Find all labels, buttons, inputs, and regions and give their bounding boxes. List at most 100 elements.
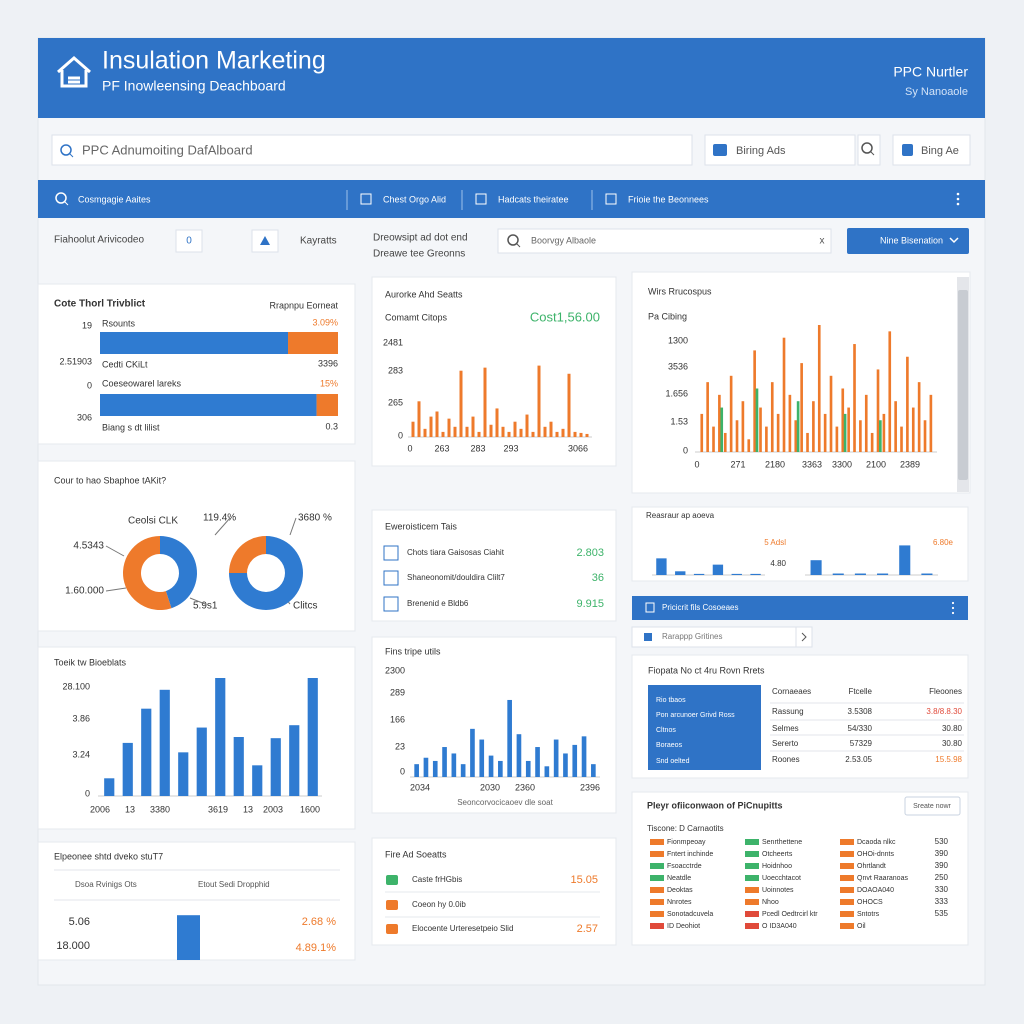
bar	[477, 431, 481, 437]
legend-label: Fntert inchinde	[667, 851, 713, 858]
legend-subtitle: Tiscone: D Carnaotits	[647, 824, 724, 833]
bar	[563, 753, 568, 777]
bar	[553, 739, 559, 777]
bar	[519, 428, 523, 437]
x-axis-label: 283	[470, 443, 485, 453]
row-label: Caste frHGbis	[412, 875, 462, 884]
side-block	[648, 685, 761, 770]
bar	[270, 738, 281, 796]
bar	[770, 382, 774, 452]
y-axis-label: 23	[395, 741, 405, 751]
legend-swatch	[650, 851, 664, 857]
bar	[879, 420, 882, 452]
bar	[414, 764, 419, 777]
bar	[513, 421, 517, 437]
tab[interactable]: Etout Sedi Dropphid	[198, 880, 270, 889]
mini-label: 5 Adsl	[764, 538, 786, 547]
x-axis-label: 2003	[263, 804, 283, 814]
menu-dots	[951, 611, 955, 615]
panel	[371, 509, 617, 622]
search-icon	[69, 153, 74, 158]
bar	[747, 439, 751, 452]
header-right-title: PPC Nurtler	[893, 64, 968, 80]
bar	[535, 747, 540, 777]
legend-swatch	[745, 875, 759, 881]
search-icon	[861, 142, 873, 154]
nav-item[interactable]: Frioie the Beonnees	[628, 194, 709, 204]
chevron	[949, 237, 959, 244]
bar	[729, 375, 733, 452]
nav-item[interactable]: Chest Orgo Alid	[383, 194, 446, 204]
y-axis-label: 1.53	[670, 416, 688, 426]
bar	[289, 725, 300, 796]
y-axis-label: 28.100	[62, 681, 90, 691]
legend-value: 330	[935, 885, 949, 894]
bar-label: 0.3	[325, 421, 338, 431]
bar	[753, 350, 756, 452]
search-button[interactable]	[857, 134, 881, 166]
legend-swatch	[650, 923, 664, 929]
legend-label: Fsoacctrde	[667, 863, 702, 870]
bar	[718, 394, 721, 452]
bar	[459, 370, 463, 437]
panel	[631, 791, 969, 946]
legend-swatch	[650, 875, 664, 881]
legend-label: Uoinnotes	[762, 887, 794, 894]
y-axis-label: 1.656	[665, 388, 688, 398]
icon	[644, 633, 652, 641]
side-item: Pon arcunoer Grivd Ross	[656, 712, 735, 719]
bar	[177, 915, 200, 960]
side-item: Rio tbaos	[656, 697, 686, 704]
row-value: 2.57	[577, 923, 598, 935]
nav-item[interactable]: Hadcats theiratee	[498, 194, 569, 204]
x-axis-label: 271	[730, 459, 745, 469]
subtitle: PF Inowleensing Deachboard	[102, 78, 286, 94]
legend-swatch	[840, 887, 854, 893]
nav-item[interactable]: Cosmgagie Aaites	[78, 194, 151, 204]
filter-search[interactable]	[497, 228, 832, 254]
panel-subtitle: Rrapnpu Eorneat	[269, 300, 338, 310]
clear-button[interactable]: x	[820, 236, 825, 247]
bar	[693, 573, 705, 575]
bing-ads-box[interactable]	[704, 134, 856, 166]
scrollbar-thumb[interactable]	[958, 290, 968, 480]
donut-label: 119.4%	[203, 513, 236, 524]
bar	[233, 737, 244, 796]
menu-dots	[951, 601, 955, 605]
y-axis-label: 2300	[385, 665, 405, 675]
table-cell: 3.5308	[848, 707, 873, 716]
table-cell: 3.8/8.8.30	[926, 707, 962, 716]
legend-label: Sntotrs	[857, 911, 880, 918]
legend-label: OHOi-dnnts	[857, 851, 894, 858]
legend-label: ID Deohiot	[667, 923, 700, 930]
button-text[interactable]: Sreate nowr	[913, 803, 951, 810]
metric-label: Shaneonomit/douldira Clilt7	[407, 573, 505, 582]
metric-icon	[383, 545, 399, 561]
bar	[806, 432, 809, 452]
button[interactable]	[904, 796, 961, 816]
search-box[interactable]	[51, 134, 693, 166]
bar	[585, 433, 589, 437]
bar-label: Cedti CKiLt	[102, 359, 148, 369]
bar	[800, 363, 803, 452]
bar	[411, 421, 415, 437]
header	[38, 38, 985, 118]
tab[interactable]: Dsoa Rvinigs Ots	[75, 880, 137, 889]
bar	[479, 739, 485, 777]
bar	[531, 431, 535, 437]
bar	[501, 426, 505, 437]
panel-title: Aurorke Ahd Seatts	[385, 289, 463, 299]
metric-label: Brenenid e Bldb6	[407, 599, 469, 608]
bar	[921, 573, 933, 575]
search-icon	[507, 234, 519, 246]
leader-line	[105, 545, 125, 557]
bar	[810, 560, 822, 575]
bar	[700, 413, 704, 452]
filter-desc: Dreawe tee Greonns	[373, 249, 465, 260]
legend-label: O ID3A040	[762, 923, 797, 930]
donut-slice	[123, 536, 172, 610]
bar	[549, 421, 553, 437]
dropdown-button[interactable]	[847, 228, 969, 254]
filter-count[interactable]	[175, 229, 203, 253]
search-arrow[interactable]	[795, 626, 813, 648]
